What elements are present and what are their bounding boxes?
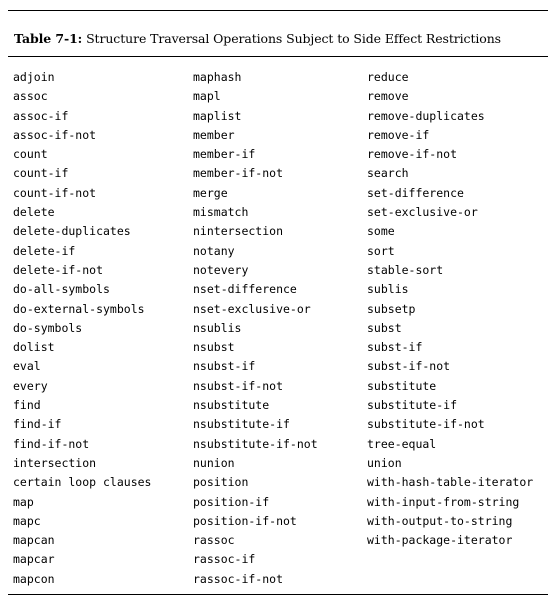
operator-name: set-exclusive-or — [367, 205, 478, 220]
operator-name: nsubst-if-not — [193, 378, 284, 393]
operator-name: reduce — [367, 70, 409, 84]
operator-name: delete — [13, 205, 55, 220]
operator-name: mapc — [13, 513, 41, 528]
operator-name: position-if-not — [193, 513, 297, 528]
operator-name: dolist — [13, 340, 55, 355]
table-number: Table 7-1: — [14, 31, 83, 46]
operator-name: remove-duplicates — [367, 108, 485, 123]
operator-name: subst-if-not — [367, 359, 451, 374]
bottom-rule — [8, 594, 548, 595]
operator-name: member-if — [193, 147, 256, 162]
operator-name: subst-if — [367, 340, 423, 355]
operator-name: map — [13, 494, 34, 509]
operator-name: find — [13, 398, 41, 413]
operator-name: count-if — [13, 166, 69, 181]
operator-name: with-package-iterator — [367, 533, 513, 548]
operator-name: mapcan — [13, 533, 55, 548]
operator-name: assoc — [13, 89, 48, 104]
operator-name: member-if-not — [193, 166, 284, 181]
operator-name: find-if-not — [13, 436, 90, 451]
operator-name: count — [13, 147, 48, 162]
operator-name: eval — [13, 359, 41, 374]
operator-name: count-if-not — [13, 185, 97, 200]
operator-name: with-output-to-string — [367, 513, 513, 528]
operator-name: nsubstitute-if — [193, 417, 290, 432]
operator-name: delete-if — [13, 243, 76, 258]
operator-name: substitute-if-not — [367, 417, 485, 432]
operator-name: rassoc-if-not — [193, 571, 284, 586]
operator-name: mapl — [193, 89, 221, 104]
operator-name: position — [193, 475, 249, 490]
operator-name: do-symbols — [13, 320, 83, 335]
operator-name: assoc-if — [13, 108, 69, 123]
caption-rule — [8, 56, 548, 57]
operator-name: search — [367, 166, 409, 181]
operator-name: substitute — [367, 378, 437, 393]
operator-name: merge — [193, 185, 228, 200]
operator-name: do-all-symbols — [13, 282, 110, 297]
operator-name: nsubst-if — [193, 359, 256, 374]
operator-name: every — [13, 378, 48, 393]
operator-name: mapcon — [13, 571, 55, 586]
operator-name: intersection — [13, 455, 97, 470]
operator-name: maplist — [193, 108, 242, 123]
operator-name: assoc-if-not — [13, 127, 97, 142]
operator-name: nset-difference — [193, 282, 297, 297]
operator-name: remove-if — [367, 127, 430, 142]
operator-name: sublis — [367, 282, 409, 297]
operator-name: stable-sort — [367, 262, 444, 277]
operator-name: rassoc-if — [193, 552, 256, 567]
operator-name: adjoin — [13, 70, 55, 84]
operator-name: nsublis — [193, 320, 242, 335]
table-title: Structure Traversal Operations Subject t… — [86, 31, 501, 46]
operator-name: delete-duplicates — [13, 224, 131, 239]
operator-name: subst — [367, 320, 402, 335]
operator-name: some — [367, 224, 395, 239]
operator-name: notevery — [193, 262, 249, 277]
table-caption: Table 7-1: Structure Traversal Operation… — [14, 31, 501, 47]
operator-name: member — [193, 127, 235, 142]
operator-name: nunion — [193, 455, 235, 470]
column-2: maphash mapl maplist member member-if member-… — [193, 68, 318, 589]
operator-name: delete-if-not — [13, 262, 104, 277]
operator-name: nsubst — [193, 340, 235, 355]
operator-name: do-external-symbols — [13, 301, 145, 316]
operator-name: sort — [367, 243, 395, 258]
operator-name: nsubstitute-if-not — [193, 436, 318, 451]
top-rule — [8, 10, 548, 11]
operator-name: position-if — [193, 494, 270, 509]
operator-name: subsetp — [367, 301, 416, 316]
operator-name: remove — [367, 89, 409, 104]
operator-name: nintersection — [193, 224, 284, 239]
operator-name: union — [367, 455, 402, 470]
operator-name: maphash — [193, 70, 242, 84]
operator-name: notany — [193, 243, 235, 258]
operator-name: certain loop clauses — [13, 475, 152, 490]
operator-name: with-hash-table-iterator — [367, 475, 534, 490]
column-3: reduce remove remove-duplicates remove-if re… — [367, 68, 533, 550]
operator-name: substitute-if — [367, 398, 458, 413]
operator-name: set-difference — [367, 185, 464, 200]
operator-name: rassoc — [193, 533, 235, 548]
operator-name: tree-equal — [367, 436, 437, 451]
column-1: adjoin assoc assoc-if assoc-if-not count coun… — [13, 68, 151, 589]
operator-name: nset-exclusive-or — [193, 301, 311, 316]
operator-name: mismatch — [193, 205, 249, 220]
operator-name: with-input-from-string — [367, 494, 520, 509]
operator-name: remove-if-not — [367, 147, 458, 162]
operator-name: find-if — [13, 417, 62, 432]
operator-name: nsubstitute — [193, 398, 270, 413]
operator-name: mapcar — [13, 552, 55, 567]
